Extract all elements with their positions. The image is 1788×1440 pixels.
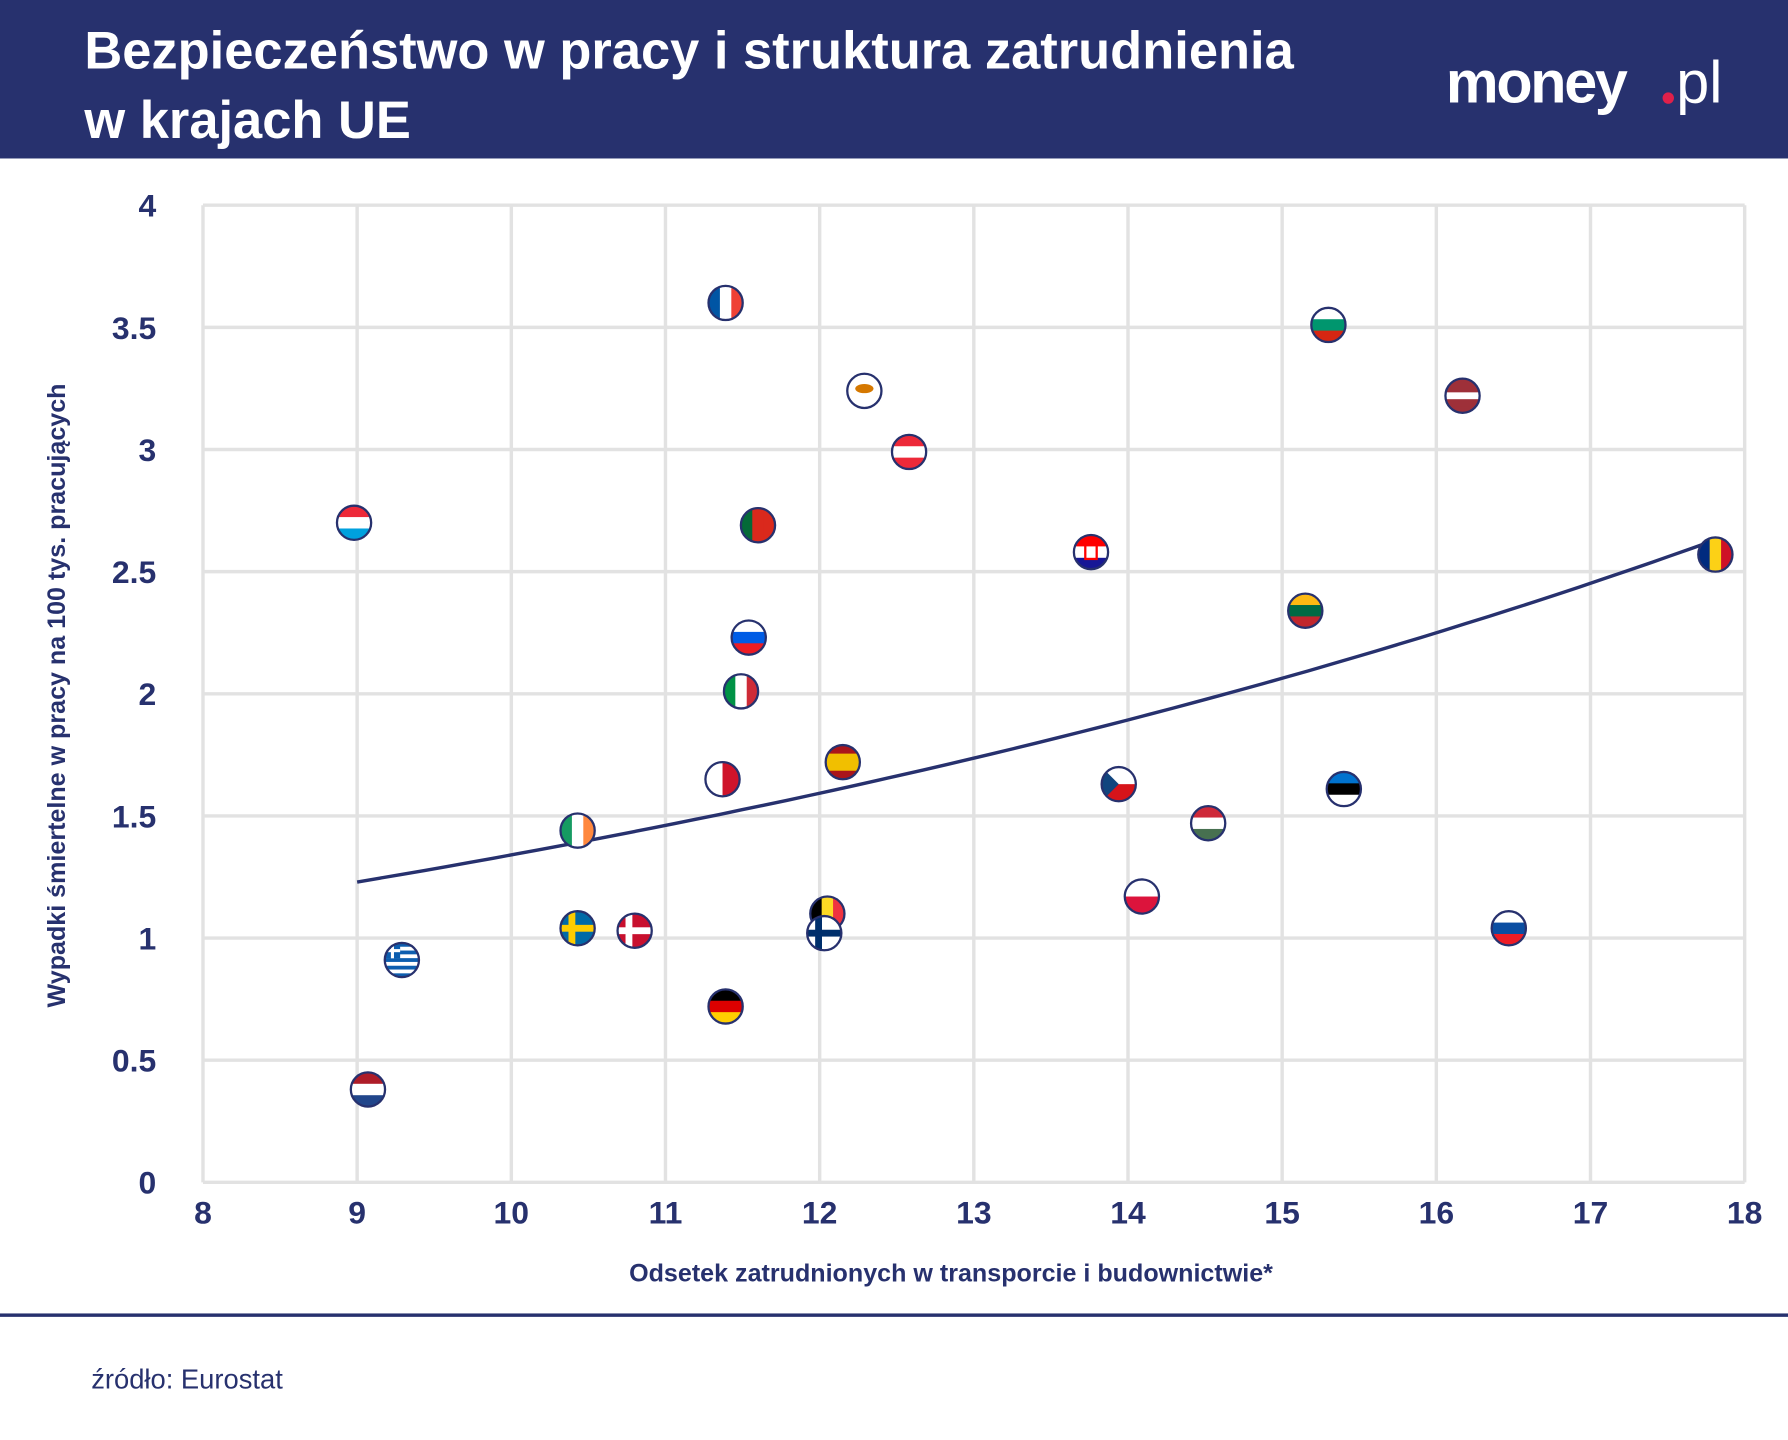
chart-title-line1: Bezpieczeństwo w pracy i struktura zatru…: [84, 22, 1294, 80]
y-axis-label: Wypadki śmiertelne w pracy na 100 tys. p…: [43, 384, 71, 1008]
flag-spain-icon: [824, 743, 862, 781]
flag-netherlands-icon: [349, 1071, 387, 1108]
flag-estonia-icon: [1325, 770, 1363, 808]
x-tick-label: 18: [1727, 1194, 1763, 1230]
y-tick-label: 0: [138, 1165, 156, 1201]
x-axis-label: Odsetek zatrudnionych w transporcie i bu…: [629, 1260, 1273, 1288]
y-tick-label: 4: [138, 188, 156, 224]
x-tick-label: 9: [348, 1194, 366, 1230]
flag-slovenia-icon: [730, 619, 767, 656]
x-tick-label: 11: [649, 1194, 683, 1230]
flag-romania-icon: [1697, 536, 1734, 573]
flag-lithuania-icon: [1287, 592, 1324, 629]
flag-malta-icon: [704, 761, 741, 798]
x-tick-label: 13: [956, 1194, 992, 1230]
flag-bulgaria-icon: [1310, 306, 1347, 344]
y-tick-label: 0.5: [112, 1043, 156, 1079]
flag-slovakia-icon: [1490, 910, 1528, 947]
svg-text:money: money: [1446, 49, 1628, 116]
y-tick-label: 1.5: [112, 798, 156, 834]
y-tick-label: 1: [138, 920, 156, 956]
flag-germany-icon: [707, 988, 744, 1025]
flag-italy-icon: [722, 673, 760, 710]
flag-denmark-icon: [616, 912, 653, 949]
x-tick-label: 15: [1264, 1194, 1300, 1230]
x-tick-label: 8: [194, 1194, 212, 1230]
flag-greece-icon: [383, 941, 421, 979]
x-tick-label: 16: [1419, 1194, 1455, 1230]
flag-latvia-icon: [1444, 377, 1481, 415]
y-tick-label: 3: [138, 432, 156, 468]
flag-finland-icon: [806, 914, 843, 952]
data-points: [335, 284, 1734, 1108]
x-tick-label: 12: [802, 1194, 838, 1230]
y-tick-label: 2.5: [112, 554, 156, 590]
flag-poland-icon: [1123, 878, 1161, 915]
flag-ireland-icon: [559, 812, 596, 849]
flag-cyprus-icon: [846, 372, 883, 410]
money-pl-logo: money pl: [1446, 49, 1722, 116]
footer-divider: [0, 1313, 1788, 1317]
flag-austria-icon: [890, 433, 928, 471]
flag-hungary-icon: [1189, 805, 1227, 842]
grid: [201, 203, 1747, 1185]
flag-czechia-icon: [1100, 765, 1137, 803]
x-tick-label: 14: [1110, 1194, 1146, 1230]
source-note: źródło: Eurostat: [91, 1364, 283, 1395]
y-tick-label: 2: [138, 676, 156, 712]
chart-title-line2: w krajach UE: [83, 92, 410, 150]
flag-luxembourg-icon: [335, 504, 373, 542]
flag-portugal-icon: [739, 506, 777, 544]
flag-france-icon: [707, 284, 744, 322]
x-tick-label: 10: [494, 1194, 530, 1230]
x-tick-label: 17: [1573, 1194, 1609, 1230]
x-axis-ticks: 8 9 10 11 12 13 14 15 16 17 18: [194, 1194, 1762, 1230]
y-axis-ticks: 0 0.5 1 1.5 2 2.5 3 3.5 4: [112, 188, 157, 1201]
svg-text:pl: pl: [1676, 49, 1722, 116]
y-tick-label: 3.5: [112, 310, 156, 346]
header-bar: [0, 0, 1788, 159]
flag-croatia-icon: [1072, 533, 1110, 571]
flag-sweden-icon: [559, 910, 596, 947]
